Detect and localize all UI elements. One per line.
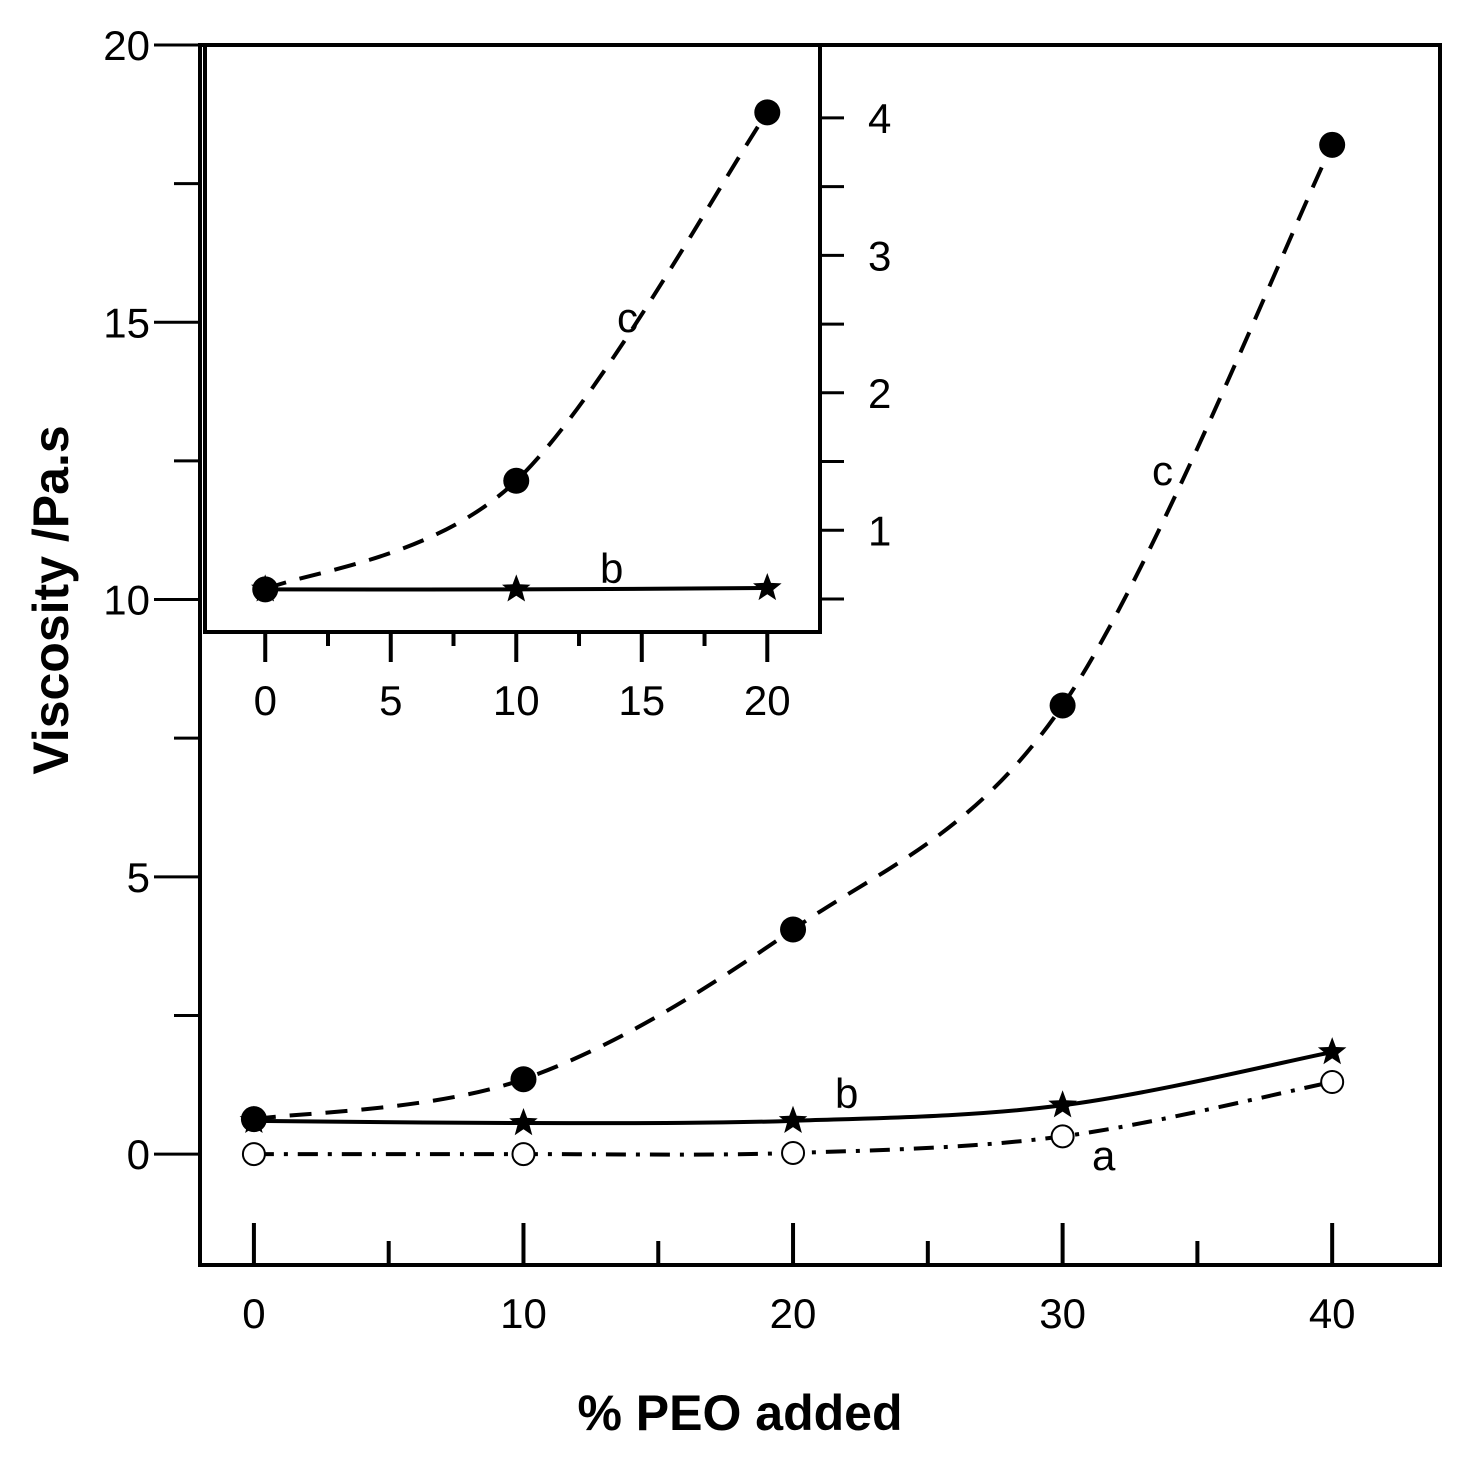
series-c-point (754, 99, 781, 126)
curve-label-c: c (1152, 447, 1173, 494)
y-tick-label: 10 (103, 577, 150, 624)
series-a-point (511, 1142, 536, 1167)
x-tick-label: 0 (242, 1290, 265, 1337)
x-tick-label: 10 (493, 677, 540, 724)
series-c-line (264, 111, 769, 592)
series-c-point (252, 576, 279, 603)
y-tick-label: 2 (868, 370, 891, 417)
x-tick-label: 0 (254, 677, 277, 724)
inset-frame (203, 43, 822, 634)
series-c-point (503, 467, 530, 494)
y-tick-label: 1 (868, 507, 891, 554)
series-c-point (510, 1066, 537, 1093)
inset-plot: 0 5 10 15 20 1 2 3 4 b c (203, 43, 891, 724)
y-tick-label: 4 (868, 95, 891, 142)
series-c-point (1319, 131, 1346, 158)
y-tick-label: 5 (127, 854, 150, 901)
curve-label-b: b (600, 545, 623, 592)
series-c-point (240, 1106, 267, 1133)
y-tick-label: 3 (868, 232, 891, 279)
x-tick-label: 20 (744, 677, 791, 724)
series-a-point (1320, 1070, 1345, 1094)
series-a-point (781, 1140, 806, 1165)
series-b-star-point (778, 1105, 808, 1133)
series-a-point (1050, 1124, 1075, 1149)
x-tick-label: 15 (618, 677, 665, 724)
x-tick-label: 40 (1309, 1290, 1356, 1337)
x-tick-label: 5 (379, 677, 402, 724)
curve-label-a: a (1092, 1132, 1116, 1179)
series-b-star-point (1048, 1090, 1077, 1118)
x-tick-label: 10 (500, 1290, 547, 1337)
series-c-line (253, 143, 1334, 1122)
series-b-star-point (753, 573, 782, 601)
x-tick-label: 20 (770, 1290, 817, 1337)
series-c-point (780, 916, 807, 943)
series-b-star-point (502, 574, 531, 602)
series-a-point (241, 1142, 266, 1167)
series-b-star-point (509, 1108, 538, 1136)
series-c-point (1049, 692, 1076, 719)
series-b-star-point (1317, 1037, 1347, 1065)
y-tick-label: 20 (103, 22, 150, 69)
curve-label-c: c (617, 294, 638, 341)
y-axis-label: Viscosity /Pa.s (23, 425, 79, 774)
curve-label-b: b (835, 1070, 858, 1117)
y-tick-label: 15 (103, 299, 150, 346)
y-tick-label: 0 (127, 1131, 150, 1178)
x-tick-label: 30 (1039, 1290, 1086, 1337)
x-axis-label: % PEO added (577, 1385, 902, 1441)
